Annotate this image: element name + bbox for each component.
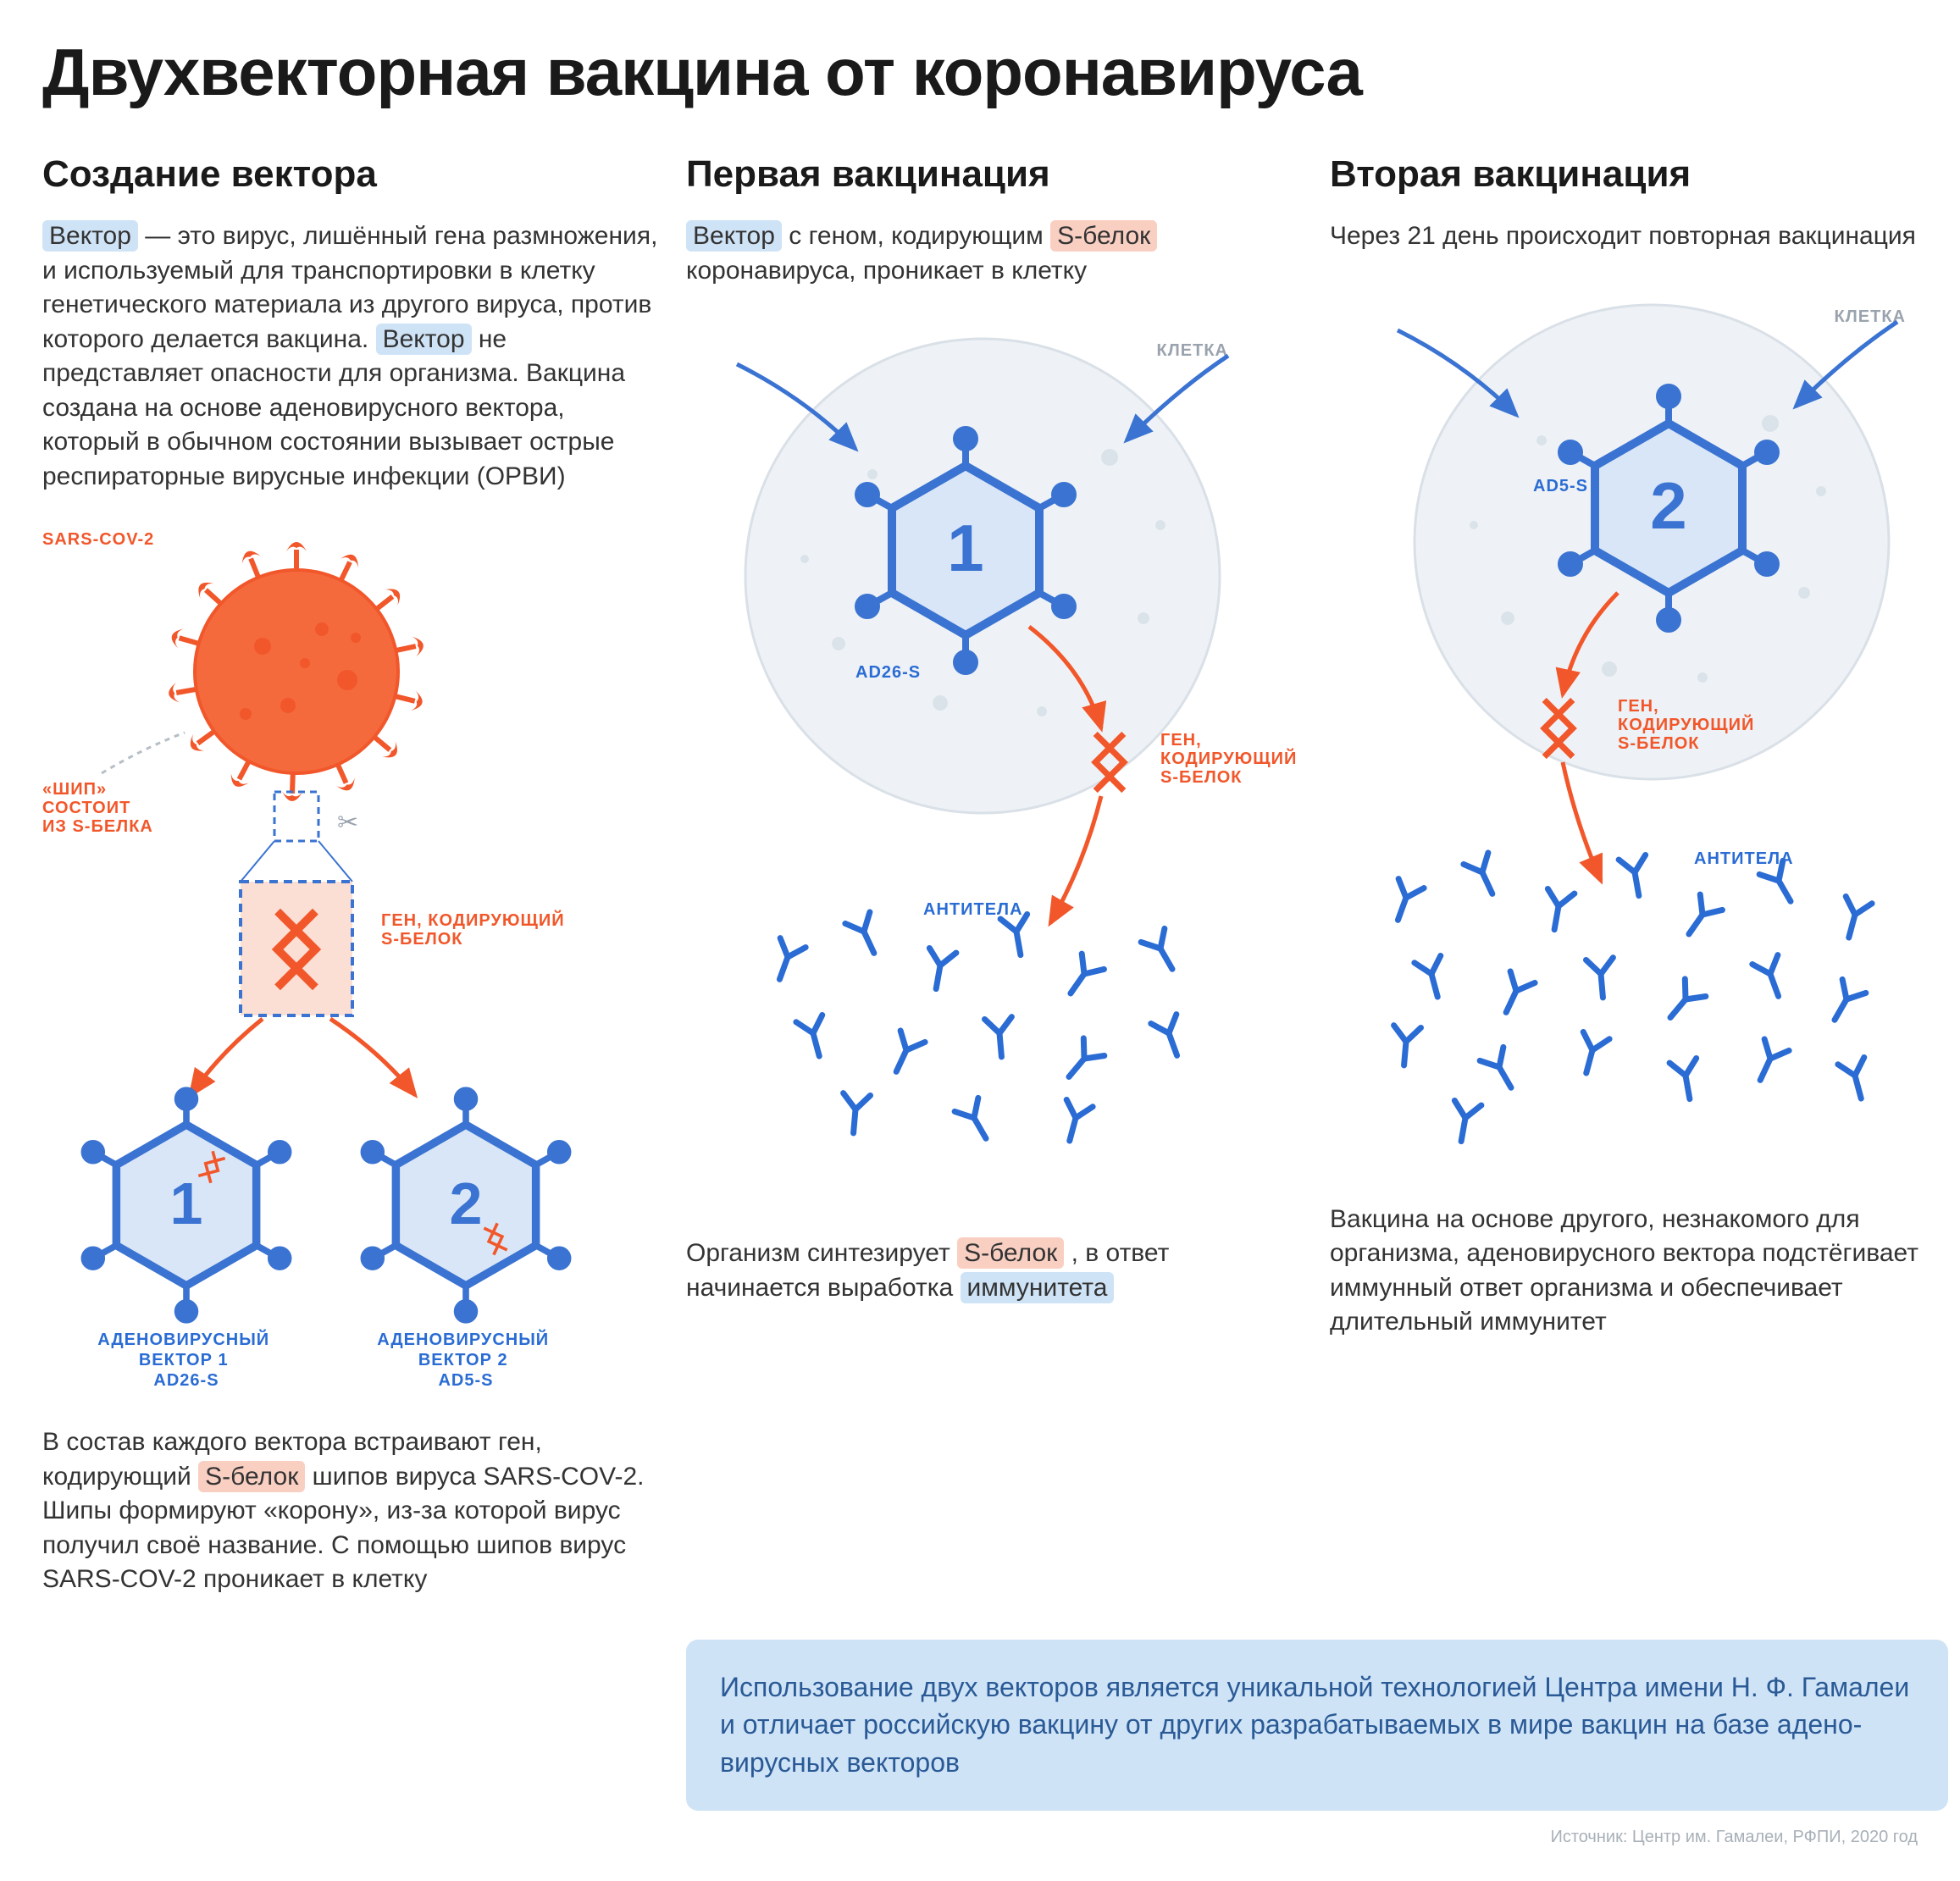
c2-i-1: с геном, кодирующим xyxy=(782,222,1050,250)
hex2-num: 2 xyxy=(450,1170,483,1236)
hl-vector-1: Вектор xyxy=(42,220,138,252)
hl-sbelok-3: S-белок xyxy=(957,1237,1064,1269)
cell-label: КЛЕТКА xyxy=(1157,341,1228,360)
hl-sbelok-2: S-белок xyxy=(1050,220,1157,252)
column-vector-creation: Создание вектора Вектор — это вирус, лиш… xyxy=(42,153,661,1614)
page-title: Двухвекторная вакцина от коронавируса xyxy=(42,34,1918,111)
sars-label: SARS-COV-2 xyxy=(42,530,154,549)
hex-num-3: 2 xyxy=(1650,468,1686,543)
col2-para-bottom: Организм синтезирует S-белок , в ответ н… xyxy=(686,1236,1304,1305)
gene-label-2: ГЕН, КОДИРУЮЩИЙ S-БЕЛОК xyxy=(1160,731,1303,787)
col2-intro: Вектор с геном, кодирующим S-белок корон… xyxy=(686,219,1304,288)
hex-num-2: 1 xyxy=(947,511,983,585)
hex1-num: 1 xyxy=(170,1170,203,1236)
source-text: Источник: Центр им. Гамалеи, РФПИ, 2020 … xyxy=(42,1828,1918,1847)
svg-text:✂: ✂ xyxy=(337,809,358,837)
column-first-vaccination: Первая вакцинация Вектор с геном, кодиру… xyxy=(686,153,1304,1614)
hl-vector-2: Вектор xyxy=(376,324,472,355)
vec2-label: АДЕНОВИРУСНЫЙ ВЕКТОР 2 AD5-S xyxy=(377,1329,555,1390)
col3-para-bottom: Вакцина на основе другого, незнакомого д… xyxy=(1330,1203,1948,1340)
col3-title: Вторая вакцинация xyxy=(1330,153,1948,196)
col1-title: Создание вектора xyxy=(42,153,661,196)
columns-container: Создание вектора Вектор — это вирус, лиш… xyxy=(42,153,1918,1614)
hl-immunitet: иммунитета xyxy=(961,1272,1115,1303)
hex-label-2: AD26-S xyxy=(855,663,921,682)
column-second-vaccination: Вторая вакцинация Через 21 день происход… xyxy=(1330,153,1948,1614)
col2-title: Первая вакцинация xyxy=(686,153,1304,196)
vec1-label: АДЕНОВИРУСНЫЙ ВЕКТОР 1 AD26-S xyxy=(97,1329,275,1390)
antibodies-cluster-2 xyxy=(1385,852,1874,1142)
antibody-label-2: АНТИТЕЛА xyxy=(923,900,1023,919)
hl-vector-3: Вектор xyxy=(686,220,782,252)
gene-label: ГЕН, КОДИРУЮЩИЙ S-БЕЛОК xyxy=(381,910,570,949)
hl-sbelok-1: S-белок xyxy=(198,1461,305,1492)
col3-diagram: КЛЕТКА 2 AD5-S ГЕН, КОДИРУЮЩИЙ S-БЕЛОК xyxy=(1330,271,1948,1203)
antibody-label-3: АНТИТЕЛА xyxy=(1694,849,1794,868)
hex-label-3: AD5-S xyxy=(1533,477,1588,495)
c2-i-2: коронавируса, проникает в клетку xyxy=(686,257,1087,285)
col1-para1: Вектор — это вирус, лишённый гена размно… xyxy=(42,219,661,494)
col3-intro: Через 21 день происходит повторная вакци… xyxy=(1330,219,1948,254)
c2b-a: Организм синтезирует xyxy=(686,1239,957,1267)
antibodies-cluster xyxy=(767,912,1189,1145)
col1-para2: В состав каждого вектора встраивают ген,… xyxy=(42,1425,661,1597)
coronavirus-icon xyxy=(167,542,425,801)
col1-diagram: SARS-COV-2 xyxy=(42,511,661,1425)
spike-label: «ШИП» СОСТОИТ ИЗ S-БЕЛКА xyxy=(42,780,153,836)
footer-callout: Использование двух векторов является уни… xyxy=(686,1640,1948,1811)
col2-diagram: КЛЕТКА 1 AD26-S ГЕН, КОДИРУЮЩИЙ S-БЕЛОК xyxy=(686,305,1304,1236)
